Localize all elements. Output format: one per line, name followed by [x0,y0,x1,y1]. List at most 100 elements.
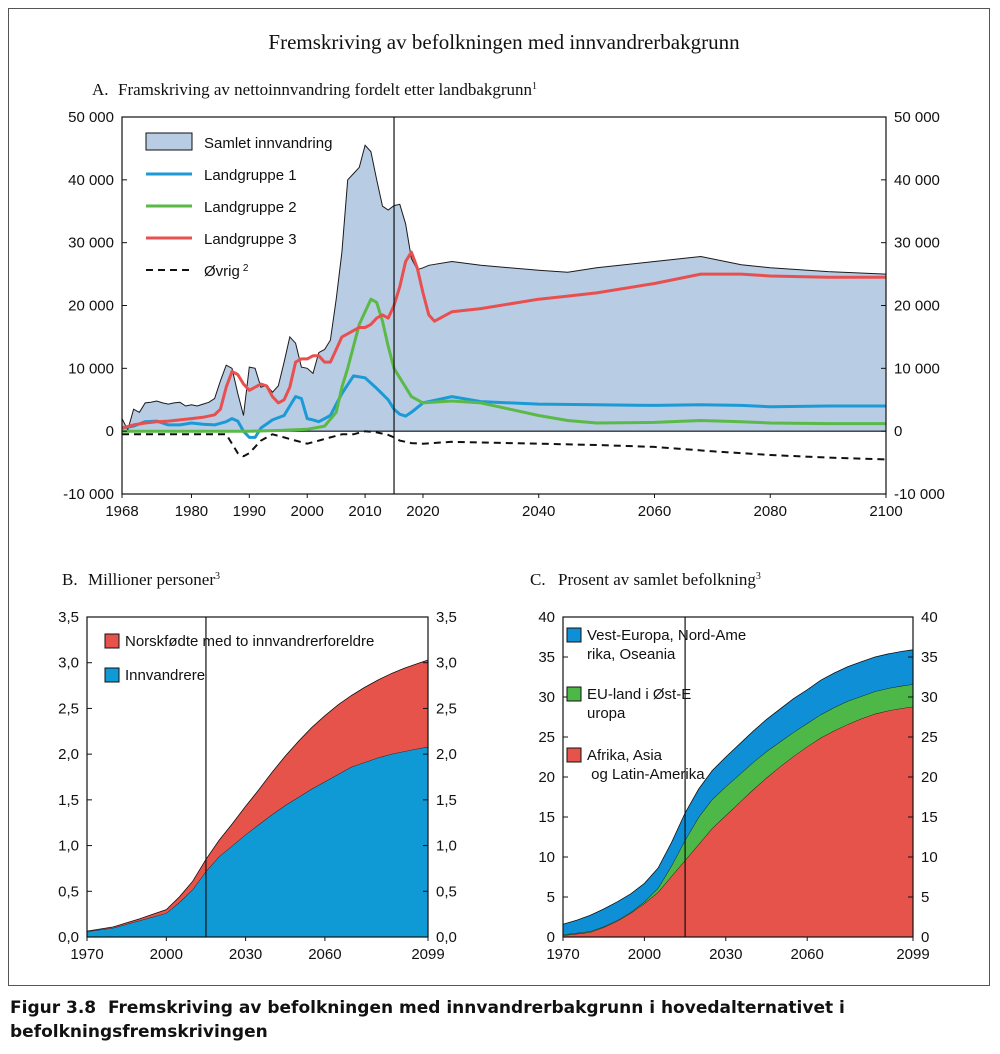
c-legend-swatch-vest-europa-nord-amerika-oseania [566,627,582,643]
a-line-landgruppe-2 [122,297,886,433]
a-xtick-label: 2080 [754,503,787,520]
c-ytick-label-right: 30 [921,689,938,706]
panel-a-label: A. [92,80,109,99]
panel-c-label: C. [530,570,546,589]
a-legend-label-samlet-innvandring: Samlet innvandring [204,135,332,152]
a-ytick-label-left: 20 000 [68,298,114,315]
c-ytick-label-right: 25 [921,729,938,746]
b-ytick-label-right: 2,0 [436,746,457,763]
c-xtick-label: 2030 [709,946,742,963]
b-ytick-label-left: 0,0 [58,929,79,946]
c-ytick-label-left: 20 [538,769,555,786]
c-ytick-label-right: 35 [921,649,938,666]
chart-c: 0 0 5 5 10 10 15 15 20 20 25 25 30 30 35 35 40 40 1970 2000… [538,609,937,963]
a-ytick-label-left: 50 000 [68,109,114,126]
b-ytick-label-left: 3,0 [58,655,79,672]
c-legend-swatch-eu-land-i-øst-europa [566,686,582,702]
c-legend: Vest-Europa, Nord-Ame rika, Oseania EU-lan… [566,627,746,783]
c-ytick-label-right: 0 [921,929,929,946]
a-xtick-label: 2020 [406,503,439,520]
a-ytick-label-left: 30 000 [68,235,114,252]
c-legend-label-line: Afrika, Asia [587,747,663,764]
b-plot-border [86,616,429,938]
a-xtick-label: 2040 [522,503,555,520]
b-ytick-label-left: 3,5 [58,609,79,626]
a-xtick-label: 2060 [638,503,671,520]
b-ytick-label-left: 2,5 [58,700,79,717]
c-ytick-label-left: 5 [547,889,555,906]
a-legend: Samlet innvandring Landgruppe 1 Landgruppe… [145,132,332,280]
a-ytick-label-left: -10 000 [63,486,114,503]
c-ytick-label-right: 15 [921,809,938,826]
a-xtick-label: 2010 [348,503,381,520]
c-area-vest-europa-nord-amerika-oseania [563,649,913,935]
c-ytick-label-left: 35 [538,649,555,666]
a-ytick-label-right: 0 [894,423,902,440]
a-line-landgruppe-3 [121,250,886,430]
c-legend-label-eu-land-i-øst-europa: EU-land i Øst-E uropa [587,686,691,722]
c-area-afrika-asia-og-latin-amerika [563,706,913,937]
b-ytick-label-left: 2,0 [58,746,79,763]
b-legend-label-norskfødte-med-to-innvandrerforeldre: Norskfødte med to innvandrerforeldre [125,633,374,650]
panel-a-title-sup: 1 [532,81,537,92]
c-ytick-label-left: 0 [547,929,555,946]
c-legend-label-vest-europa-nord-amerika-oseania: Vest-Europa, Nord-Ame rika, Oseania [587,627,746,663]
c-ytick-label-left: 10 [538,849,555,866]
chart-a: -10 000 -10 000 0 0 10 000 10 000 20 000 20 000… [63,109,945,520]
a-area-outline-samlet-innvandring [121,144,887,432]
c-legend-label-line: EU-land i Øst-E [587,686,691,703]
panel-c-title: Prosent av samlet befolkning3 [558,570,761,589]
a-area-samlet-innvandring [122,145,886,432]
figure-title: Fremskriving av befolkningen med innvand… [268,30,740,54]
a-legend-sup: 2 [243,263,249,274]
b-ytick-label-left: 0,5 [58,883,79,900]
panel-b-label: B. [62,570,78,589]
panel-b-title: Millioner personer3 [88,570,220,589]
b-ytick-label-left: 1,5 [58,792,79,809]
a-legend-label-øvrig: Øvrig 2 [204,263,249,280]
c-xtick-label: 2060 [790,946,823,963]
b-ytick-label-right: 0,5 [436,883,457,900]
a-ytick-label-right: 30 000 [894,235,940,252]
b-ytick-label-right: 1,0 [436,838,457,855]
c-ytick-label-right: 40 [921,609,938,626]
panel-b-title-sup: 3 [215,571,220,582]
a-xtick-label: 2000 [291,503,324,520]
panel-b-title-text: Millioner personer [88,570,215,589]
c-ytick-label-left: 25 [538,729,555,746]
a-ytick-label-right: 50 000 [894,109,940,126]
b-ytick-label-right: 1,5 [436,792,457,809]
c-legend-swatch-afrika-asia-og-latin-amerika [566,747,582,763]
c-ytick-label-left: 30 [538,689,555,706]
c-ytick-label-left: 15 [538,809,555,826]
c-xtick-label: 1970 [546,946,579,963]
b-area-innvandrere [87,746,428,937]
panel-c-title-text: Prosent av samlet befolkning [558,570,756,589]
c-area-eu-land-i-øst-europa [563,684,913,936]
a-xtick-label: 2100 [869,503,902,520]
c-legend-label-afrika-asia-og-latin-amerika: Afrika, Asia og Latin-Amerika [587,747,705,783]
a-legend-label-landgruppe-1: Landgruppe 1 [204,167,297,184]
b-legend-swatch-norskfødte-med-to-innvandrerforeldre [104,633,120,649]
b-area-outline-norskfødte-med-to-innvandrerforeldre [86,659,429,932]
a-legend-swatch-samlet-innvandring [145,132,193,151]
b-legend-label-innvandrere: Innvandrere [125,667,205,684]
c-xtick-label: 2000 [628,946,661,963]
b-xtick-label: 2099 [411,946,444,963]
c-legend-label-line: uropa [587,705,626,722]
c-legend-label-line: rika, Oseania [587,646,676,663]
b-xtick-label: 2060 [308,946,341,963]
a-ytick-label-left: 0 [106,423,114,440]
c-area-outline-vest-europa-nord-amerika-oseania [562,649,914,925]
b-legend-swatch-innvandrere [104,667,120,683]
a-ytick-label-right: 10 000 [894,360,940,377]
panel-a-title-text: Framskriving av nettoinnvandring fordelt… [118,80,533,99]
caption-number: Figur 3.8 [10,998,97,1018]
a-legend-label-landgruppe-3: Landgruppe 3 [204,231,297,248]
panel-c-title-sup: 3 [756,571,761,582]
caption-text: Fremskriving av befolkningen med innvand… [10,998,845,1042]
b-ytick-label-right: 3,5 [436,609,457,626]
b-xtick-label: 1970 [70,946,103,963]
a-ytick-label-right: 20 000 [894,298,940,315]
a-ytick-label-left: 40 000 [68,172,114,189]
